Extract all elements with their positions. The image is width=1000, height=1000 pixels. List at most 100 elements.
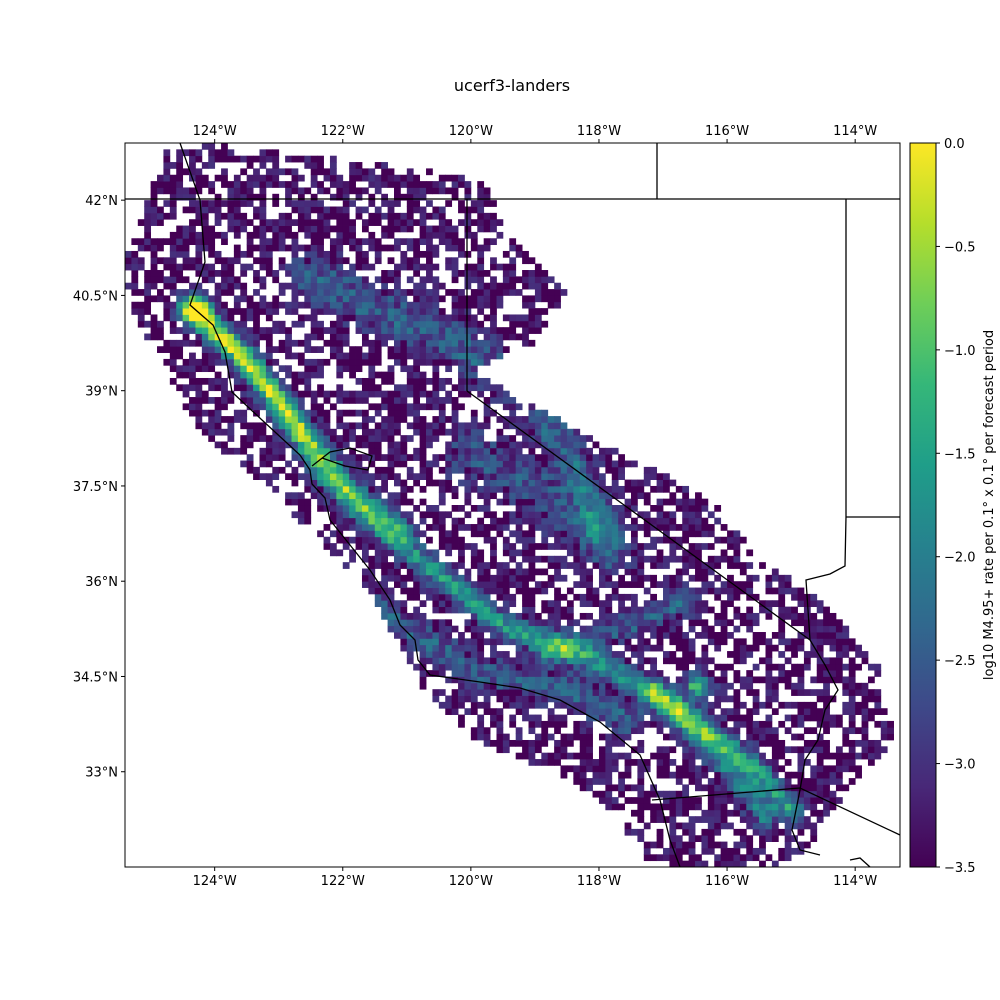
heatmap-cell [739,568,747,576]
heatmap-cell [387,549,395,557]
heatmap-cell [502,250,510,258]
colorado-river [805,199,847,641]
heatmap-cell [342,308,350,315]
heatmap-cell [611,765,619,773]
heatmap-cell [560,651,568,658]
heatmap-cell [406,193,414,201]
heatmap-cell [150,219,158,226]
heatmap-cell [579,549,587,557]
heatmap-cell [426,574,433,582]
heatmap-cell [233,358,241,366]
heatmap-cell [515,682,523,690]
heatmap-cell [227,187,235,195]
heatmap-cell [483,441,491,449]
heatmap-cell [675,689,683,696]
heatmap-cell [650,632,658,639]
heatmap-cell [688,505,696,512]
heatmap-cell [323,295,331,303]
heatmap-cell [176,327,184,334]
heatmap-cell [291,263,299,271]
heatmap-cell [464,276,472,284]
heatmap-cell [663,657,670,665]
heatmap-cell [137,314,145,322]
heatmap-cell [419,308,427,315]
heatmap-cell [272,447,280,455]
heatmap-cell [803,701,811,709]
heatmap-cell [381,498,388,506]
heatmap-cell [675,835,683,842]
heatmap-cell [304,231,312,239]
heatmap-cell [464,346,472,353]
heatmap-cell [823,720,830,728]
heatmap-cell [432,505,440,512]
heatmap-cell [394,428,401,436]
heatmap-cell [419,225,427,233]
heatmap-cell [669,612,677,620]
heatmap-cell [502,651,510,658]
heatmap-cell [227,358,235,366]
heatmap-cell [419,371,427,379]
heatmap-cell [214,377,222,385]
heatmap-cell [381,168,388,176]
heatmap-cell [400,479,408,487]
heatmap-cell [259,276,267,284]
heatmap-cell [458,238,465,246]
heatmap-cell [201,377,209,385]
heatmap-cell [195,295,203,303]
heatmap-cell [368,384,376,392]
heatmap-cell [727,797,734,804]
heatmap-cell [464,422,472,430]
heatmap-cell [451,670,459,677]
heatmap-cell [233,301,241,309]
heatmap-cell [816,809,824,817]
heatmap-cell [701,771,709,779]
heatmap-cell [406,619,414,627]
heatmap-cell [797,600,805,608]
heatmap-cell [272,390,280,398]
heatmap-cell [253,409,260,417]
heatmap-cell [131,257,139,265]
heatmap-cell [496,447,504,455]
heatmap-cell [413,428,421,436]
heatmap-cell [560,517,568,525]
heatmap-cell [387,320,395,328]
heatmap-cell [349,225,356,233]
heatmap-cell [784,644,792,652]
heatmap-cell [323,270,331,277]
heatmap-cell [323,257,331,265]
heatmap-cell [560,466,568,474]
heatmap-cell [669,517,677,525]
heatmap-cell [208,187,216,195]
heatmap-cell [387,505,395,512]
heatmap-cell [490,485,497,493]
heatmap-cell [291,352,299,360]
heatmap-cell [573,638,581,646]
heatmap-cell [464,670,472,677]
heatmap-cell [598,790,606,798]
heatmap-cell [509,543,517,550]
heatmap-cell [387,352,395,360]
heatmap-cell [349,352,356,360]
heatmap-cell [297,289,305,296]
heatmap-cell [554,619,561,627]
heatmap-cell [483,212,491,220]
heatmap-cell [227,155,235,163]
heatmap-cell [317,225,324,233]
heatmap-cell [208,206,216,214]
heatmap-cell [259,174,267,182]
heatmap-cell [477,670,485,677]
heatmap-cell [509,593,517,601]
heatmap-cell [201,289,209,296]
heatmap-cell [554,447,561,455]
heatmap-cell [560,447,568,455]
heatmap-cell [323,543,331,550]
heatmap-cell [464,390,472,398]
heatmap-cell [682,644,690,652]
heatmap-cell [240,435,248,442]
heatmap-cell [259,219,267,226]
heatmap-cell [394,200,401,207]
heatmap-cell [438,485,446,493]
heatmap-cell [336,524,344,531]
heatmap-cell [733,759,741,766]
heatmap-cell [835,676,843,684]
